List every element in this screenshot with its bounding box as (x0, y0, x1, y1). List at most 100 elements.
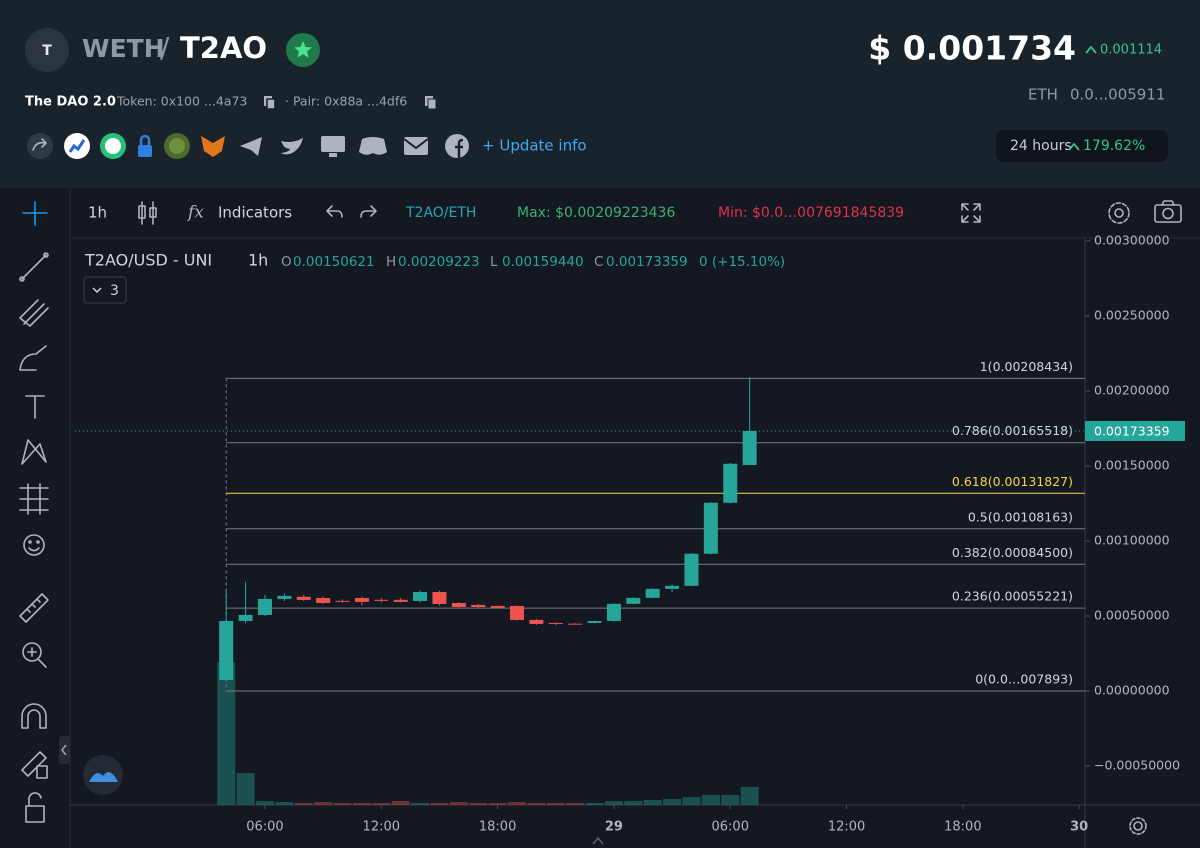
candle-body (335, 600, 350, 602)
series-interval: 1h (248, 251, 268, 270)
volume-bar (507, 802, 526, 805)
eth-label: ETH (1028, 86, 1058, 104)
candle-body (606, 603, 621, 621)
volume-bar (236, 773, 255, 805)
x-tick-label: 12:00 (363, 820, 400, 835)
volume-bar (527, 803, 546, 805)
legend-key: O (281, 254, 292, 270)
volume-bar (740, 787, 759, 805)
volume-bar (488, 803, 507, 805)
y-tick-label: 0.00300000 (1094, 233, 1170, 248)
candle-body (723, 463, 738, 503)
volume-bar (604, 801, 623, 805)
social-icons[interactable] (27, 133, 469, 159)
volume-bar (314, 802, 333, 805)
candle-body (548, 622, 563, 624)
candle-body (354, 598, 369, 602)
axis-settings[interactable] (1129, 817, 1147, 835)
pair-switch[interactable]: T2AO/ETH (405, 205, 476, 221)
volume-bar (352, 803, 371, 805)
undo-button[interactable] (326, 205, 343, 218)
fullscreen-button[interactable] (961, 203, 981, 223)
toggle-chevron[interactable] (92, 287, 102, 294)
series-change: 0 (+15.10%) (699, 254, 785, 270)
fib-label: 1(0.00208434) (980, 359, 1073, 374)
legend-key: C (594, 254, 603, 270)
chart-type-button[interactable] (138, 201, 157, 225)
max-price: Max: $0.00209223436 (517, 205, 675, 221)
price-change: 0.001114 (1100, 43, 1162, 58)
candle-body (296, 596, 311, 600)
candle-body (568, 623, 583, 625)
collapse-tab[interactable] (59, 736, 70, 764)
legend-key: L (490, 254, 498, 270)
volume-bar (643, 800, 662, 805)
y-tick-label: 0.00150000 (1094, 458, 1170, 473)
candle-body (393, 599, 408, 602)
period-change: 179.62% (1083, 138, 1145, 154)
fib-label: 0.618(0.00131827) (952, 474, 1073, 489)
pair-separator: / (160, 31, 170, 64)
up-arrow (1085, 45, 1097, 54)
collapse-arrow[interactable] (61, 744, 67, 756)
series-title: T2AO/USD - UNI (84, 251, 212, 270)
candle-body (374, 599, 389, 601)
indicators-toggle[interactable] (83, 276, 127, 304)
period[interactable]: 24 hours (1010, 138, 1072, 154)
min-price: Min: $0.0…007691845839 (718, 205, 904, 221)
screenshot-button[interactable] (1154, 200, 1182, 223)
token-address: Token: 0x100 ...4a73 (116, 94, 247, 109)
token-name: The DAO 2.0 (25, 95, 116, 110)
fib-label: 0(0.0…007893) (975, 671, 1073, 686)
candle-body (645, 588, 660, 598)
indicators-icon[interactable]: fx (186, 203, 204, 223)
volume-bar (275, 802, 294, 805)
scroll-up[interactable] (592, 836, 604, 845)
base-symbol: WETH (82, 34, 165, 63)
candle-body (257, 598, 272, 615)
volume-bar (411, 803, 430, 805)
volume-bar (255, 801, 274, 805)
redo-button[interactable] (360, 205, 377, 218)
candle-body (509, 605, 524, 620)
x-tick-label: 29 (605, 820, 623, 835)
token-icon-text: T (42, 43, 52, 59)
legend-value: 0.00209223 (398, 254, 480, 270)
candle-body (587, 620, 602, 623)
volume-bar (372, 803, 391, 805)
copy-icon[interactable] (264, 96, 276, 110)
fib-label: 0.382(0.00084500) (952, 545, 1073, 560)
volume-bar (566, 803, 585, 805)
y-tick-label: 0.00100000 (1094, 533, 1170, 548)
x-tick-label: 18:00 (944, 820, 981, 835)
copy-icon[interactable] (425, 96, 437, 110)
y-tick-label: 0.00200000 (1094, 383, 1170, 398)
x-tick-label: 06:00 (246, 820, 283, 835)
candle-body (316, 598, 331, 603)
period-pill[interactable] (996, 130, 1168, 162)
volume-bar (585, 803, 604, 805)
legend-value: 0.00173359 (606, 254, 688, 270)
fib-label: 0.236(0.00055221) (952, 589, 1073, 604)
volume-bar (682, 797, 701, 805)
volume-bar (721, 795, 740, 805)
volume-bar (701, 795, 720, 805)
settings-button[interactable] (1108, 202, 1130, 224)
y-tick-label: −0.00050000 (1094, 758, 1180, 773)
favorite-star[interactable] (286, 33, 320, 67)
volume-bar (391, 801, 410, 805)
candle-body (238, 614, 253, 621)
eth-price: 0.0...005911 (1070, 86, 1165, 104)
last-price-box (1085, 420, 1185, 441)
update-info-link[interactable]: + Update info (482, 137, 587, 155)
fib-label: 0.5(0.00108163) (968, 509, 1073, 524)
fib-label: 0.786(0.00165518) (952, 423, 1073, 438)
interval-button[interactable]: 1h (88, 204, 107, 222)
indicators-button[interactable]: Indicators (218, 204, 292, 222)
legend-value: 0.00159440 (502, 254, 584, 270)
drawing-tools[interactable] (19, 201, 49, 823)
volume-bar (333, 803, 352, 805)
indicators-count[interactable]: 3 (110, 283, 119, 299)
volume-bar (624, 801, 643, 805)
